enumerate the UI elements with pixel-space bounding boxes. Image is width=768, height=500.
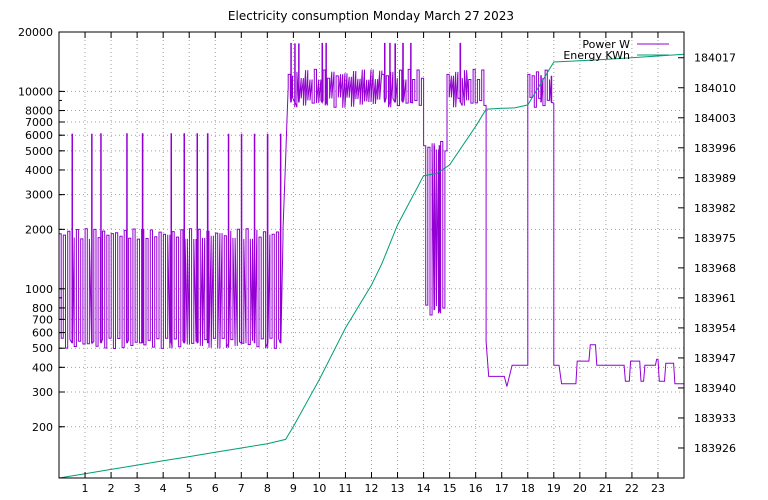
x-tick-label: 14 bbox=[417, 482, 431, 495]
x-tick-label: 18 bbox=[521, 482, 535, 495]
y-left-tick-label: 10000 bbox=[18, 85, 53, 98]
y-right-tick-label: 183982 bbox=[694, 202, 736, 215]
x-tick-label: 16 bbox=[469, 482, 483, 495]
y-left-tick-label: 200 bbox=[32, 421, 53, 434]
y-left-tick-label: 1000 bbox=[25, 283, 53, 296]
series-energy-line bbox=[58, 53, 685, 479]
y-left-tick-label: 300 bbox=[32, 386, 53, 399]
y-left-tick-label: 4000 bbox=[25, 164, 53, 177]
x-tick-label: 15 bbox=[443, 482, 457, 495]
chart-title: Electricity consumption Monday March 27 … bbox=[228, 9, 514, 23]
legend-label-energy: Energy KWh bbox=[563, 49, 630, 62]
y-right-tick-label: 183940 bbox=[694, 382, 736, 395]
x-tick-label: 4 bbox=[160, 482, 167, 495]
y-left-tick-label: 20000 bbox=[18, 26, 53, 39]
y-right-tick-label: 183926 bbox=[694, 442, 736, 455]
y-left-tick-label: 500 bbox=[32, 342, 53, 355]
axes-layer: 1 2 3 4 5 6 7 8 9 10 11 12 13 14 15 16 17 18 19 20 21 22 23200… bbox=[18, 26, 736, 495]
x-tick-label: 23 bbox=[651, 482, 665, 495]
series-power-line bbox=[59, 42, 684, 387]
x-tick-label: 6 bbox=[212, 482, 219, 495]
y-left-tick-label: 6000 bbox=[25, 129, 53, 142]
legend: Power W Energy KWh bbox=[563, 38, 669, 62]
y-left-tick-label: 400 bbox=[32, 361, 53, 374]
x-tick-label: 8 bbox=[264, 482, 271, 495]
y-left-tick-label: 5000 bbox=[25, 145, 53, 158]
x-tick-label: 5 bbox=[186, 482, 193, 495]
x-tick-label: 12 bbox=[365, 482, 379, 495]
y-left-tick-label: 800 bbox=[32, 302, 53, 315]
y-right-tick-label: 184017 bbox=[694, 52, 736, 65]
x-tick-label: 13 bbox=[391, 482, 405, 495]
x-tick-label: 20 bbox=[573, 482, 587, 495]
y-right-tick-label: 183947 bbox=[694, 352, 736, 365]
y-right-tick-label: 183996 bbox=[694, 142, 736, 155]
x-tick-label: 10 bbox=[312, 482, 326, 495]
x-tick-label: 1 bbox=[82, 482, 89, 495]
y-left-tick-label: 7000 bbox=[25, 116, 53, 129]
y-left-tick-label: 700 bbox=[32, 313, 53, 326]
x-tick-label: 11 bbox=[338, 482, 352, 495]
x-tick-label: 22 bbox=[625, 482, 639, 495]
y-left-tick-label: 2000 bbox=[25, 223, 53, 236]
y-left-tick-label: 3000 bbox=[25, 189, 53, 202]
y-right-tick-label: 183933 bbox=[694, 412, 736, 425]
x-tick-label: 17 bbox=[495, 482, 509, 495]
legend-label-power: Power W bbox=[582, 38, 630, 51]
y-right-tick-label: 183975 bbox=[694, 232, 736, 245]
x-tick-label: 3 bbox=[134, 482, 141, 495]
x-tick-label: 21 bbox=[599, 482, 613, 495]
y-right-tick-label: 183954 bbox=[694, 322, 736, 335]
y-left-tick-label: 600 bbox=[32, 327, 53, 340]
y-right-tick-label: 183989 bbox=[694, 172, 736, 185]
y-right-tick-label: 184010 bbox=[694, 82, 736, 95]
x-tick-label: 2 bbox=[108, 482, 115, 495]
y-left-tick-label: 8000 bbox=[25, 105, 53, 118]
series-layer bbox=[58, 42, 685, 479]
x-tick-label: 7 bbox=[238, 482, 245, 495]
y-right-tick-label: 184003 bbox=[694, 112, 736, 125]
x-tick-label: 19 bbox=[547, 482, 561, 495]
y-right-tick-label: 183968 bbox=[694, 262, 736, 275]
x-tick-label: 9 bbox=[290, 482, 297, 495]
y-right-tick-label: 183961 bbox=[694, 292, 736, 305]
